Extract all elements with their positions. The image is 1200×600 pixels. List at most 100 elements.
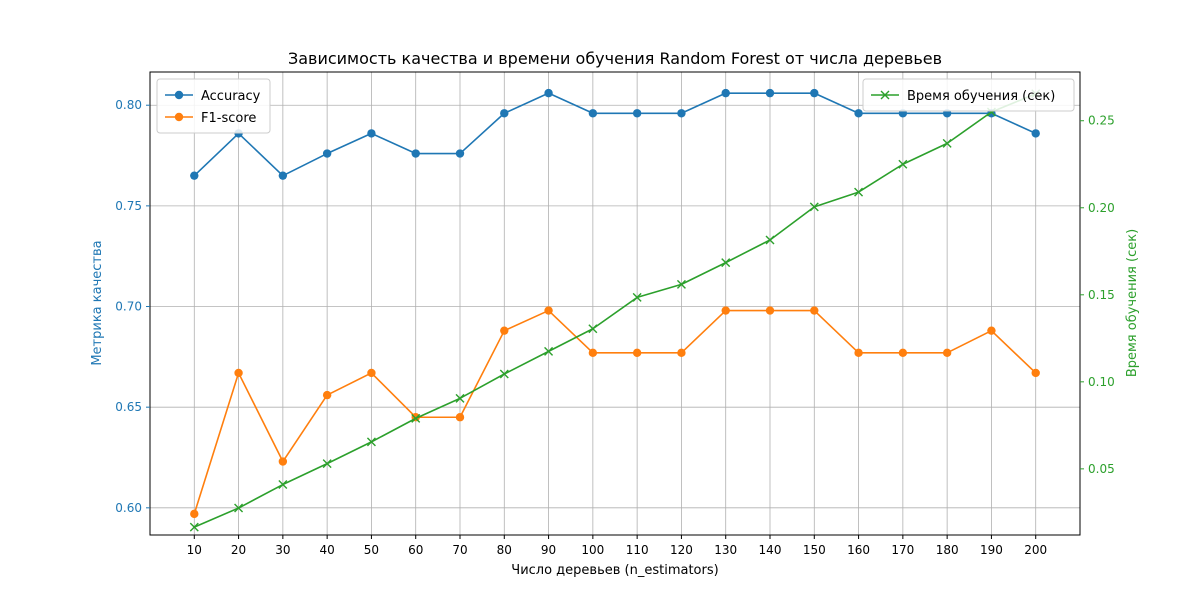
data-point xyxy=(411,149,420,158)
data-point xyxy=(367,129,376,138)
data-point xyxy=(544,306,553,315)
y-right-tick-label: 0.20 xyxy=(1088,201,1115,215)
x-axis-ticks: 10 20 30 40 50 60 70 80 90 100 110 120 130 140 150 160 1… xyxy=(187,535,1047,557)
y-right-tick-label: 0.05 xyxy=(1088,462,1115,476)
data-point xyxy=(942,138,952,148)
data-point xyxy=(721,306,730,315)
data-point xyxy=(499,369,509,379)
data-point xyxy=(810,88,819,98)
legend-label: Accuracy xyxy=(201,89,261,104)
series-f1-score xyxy=(190,306,1040,519)
grid xyxy=(150,72,1080,535)
data-point xyxy=(1031,368,1040,378)
data-point xyxy=(632,348,642,358)
data-point xyxy=(234,503,244,513)
series-line xyxy=(193,93,1037,528)
y-left-tick-label: 0.80 xyxy=(115,98,142,112)
legend-right: Время обучения (сек) xyxy=(862,78,1075,112)
x-tick-label: 40 xyxy=(320,543,335,557)
data-point xyxy=(765,88,775,98)
x-tick-label: 150 xyxy=(803,543,826,557)
data-point xyxy=(898,159,908,169)
x-tick-label: 130 xyxy=(714,543,737,557)
data-point xyxy=(366,437,376,447)
y-left-axis-ticks: 0.60 0.65 0.70 0.75 0.80 xyxy=(115,98,150,515)
x-axis-label: Число деревьев (n_estimators) xyxy=(511,563,718,578)
data-point xyxy=(632,292,642,302)
legend-item: F1-score xyxy=(165,111,256,126)
data-point xyxy=(322,390,332,400)
data-point xyxy=(234,368,243,378)
x-tick-label: 10 xyxy=(187,543,202,557)
data-point xyxy=(278,480,288,490)
legend-box xyxy=(862,78,1075,112)
data-point xyxy=(677,348,686,358)
x-tick-label: 180 xyxy=(936,543,959,557)
data-point xyxy=(455,393,465,403)
y-right-tick-label: 0.10 xyxy=(1088,375,1115,389)
data-point xyxy=(765,235,775,245)
data-point xyxy=(632,109,642,118)
data-point xyxy=(322,149,332,158)
data-point xyxy=(854,109,863,118)
x-tick-label: 100 xyxy=(581,543,604,557)
data-point xyxy=(189,522,199,532)
x-tick-label: 190 xyxy=(980,543,1003,557)
data-point xyxy=(854,348,863,358)
data-point xyxy=(721,88,730,98)
x-tick-label: 140 xyxy=(759,543,782,557)
legend-item: Accuracy xyxy=(165,89,261,104)
data-point xyxy=(677,109,686,118)
x-tick-label: 70 xyxy=(452,543,467,557)
legend-left: Accuracy F1-score xyxy=(156,78,271,134)
legend-label: F1-score xyxy=(201,111,256,126)
x-tick-label: 110 xyxy=(626,543,649,557)
data-point xyxy=(190,509,199,519)
x-tick-label: 80 xyxy=(497,543,512,557)
data-point xyxy=(676,279,686,289)
x-tick-label: 160 xyxy=(847,543,870,557)
y-left-tick-label: 0.60 xyxy=(115,501,142,515)
series-время-обучения-сек- xyxy=(189,89,1041,532)
x-tick-label: 60 xyxy=(408,543,423,557)
legend-label: Время обучения (сек) xyxy=(907,89,1055,104)
y-left-tick-label: 0.75 xyxy=(115,199,142,213)
data-point xyxy=(809,202,819,212)
series-line xyxy=(193,92,1037,177)
data-point xyxy=(721,258,731,268)
data-point xyxy=(544,346,554,356)
data-point xyxy=(765,306,775,315)
data-point xyxy=(898,348,908,358)
data-point xyxy=(500,109,509,118)
data-point xyxy=(987,326,996,335)
plot-frame xyxy=(149,71,1081,536)
chart-title: Зависимость качества и времени обучения … xyxy=(288,49,942,68)
data-point xyxy=(367,368,376,378)
data-point xyxy=(588,324,598,334)
data-point xyxy=(278,457,288,466)
data-point xyxy=(190,171,199,180)
data-point xyxy=(1031,129,1040,138)
legend-box xyxy=(156,78,271,134)
y-left-tick-label: 0.65 xyxy=(115,400,142,414)
x-tick-label: 20 xyxy=(231,543,246,557)
y-right-axis-ticks: 0.05 0.10 0.15 0.20 0.25 xyxy=(1080,114,1115,476)
data-point xyxy=(278,171,288,180)
data-point xyxy=(588,109,598,118)
legend-marker xyxy=(174,90,184,100)
x-tick-label: 120 xyxy=(670,543,693,557)
data-point xyxy=(810,306,819,315)
y-right-axis-label: Время обучения (сек) xyxy=(1125,229,1140,377)
data-point xyxy=(411,413,421,423)
data-point xyxy=(500,326,509,335)
x-tick-label: 170 xyxy=(891,543,914,557)
x-tick-label: 50 xyxy=(364,543,379,557)
y-left-tick-label: 0.70 xyxy=(115,300,142,314)
data-point xyxy=(455,413,465,422)
data-point xyxy=(455,149,465,158)
y-left-axis-label: Метрика качества xyxy=(90,240,105,365)
data-point xyxy=(588,348,598,358)
series-line xyxy=(193,309,1037,515)
legend-item: Время обучения (сек) xyxy=(871,89,1055,104)
